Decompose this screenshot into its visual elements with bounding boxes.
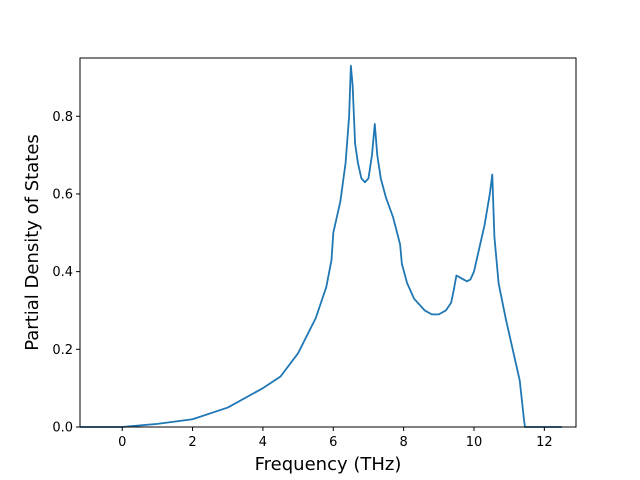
x-tick-label: 6 — [329, 435, 337, 450]
x-tick-label: 0 — [118, 435, 126, 450]
y-tick-label: 0.8 — [52, 110, 73, 125]
y-tick-label: 0.4 — [52, 265, 73, 280]
x-tick-label: 4 — [259, 435, 267, 450]
y-axis-label: Partial Density of States — [22, 134, 43, 351]
x-tick-label: 10 — [466, 435, 483, 450]
series-line-0 — [80, 64, 562, 428]
plot-frame — [79, 57, 577, 428]
x-tick-label: 12 — [536, 435, 553, 450]
x-tick-label: 8 — [399, 435, 407, 450]
y-tick-label: 0.2 — [52, 343, 73, 358]
x-axis-label: Frequency (THz) — [255, 454, 402, 475]
y-tick-label: 0.6 — [52, 187, 73, 202]
y-tick-label: 0.0 — [52, 421, 73, 436]
x-tick-label: 2 — [188, 435, 196, 450]
